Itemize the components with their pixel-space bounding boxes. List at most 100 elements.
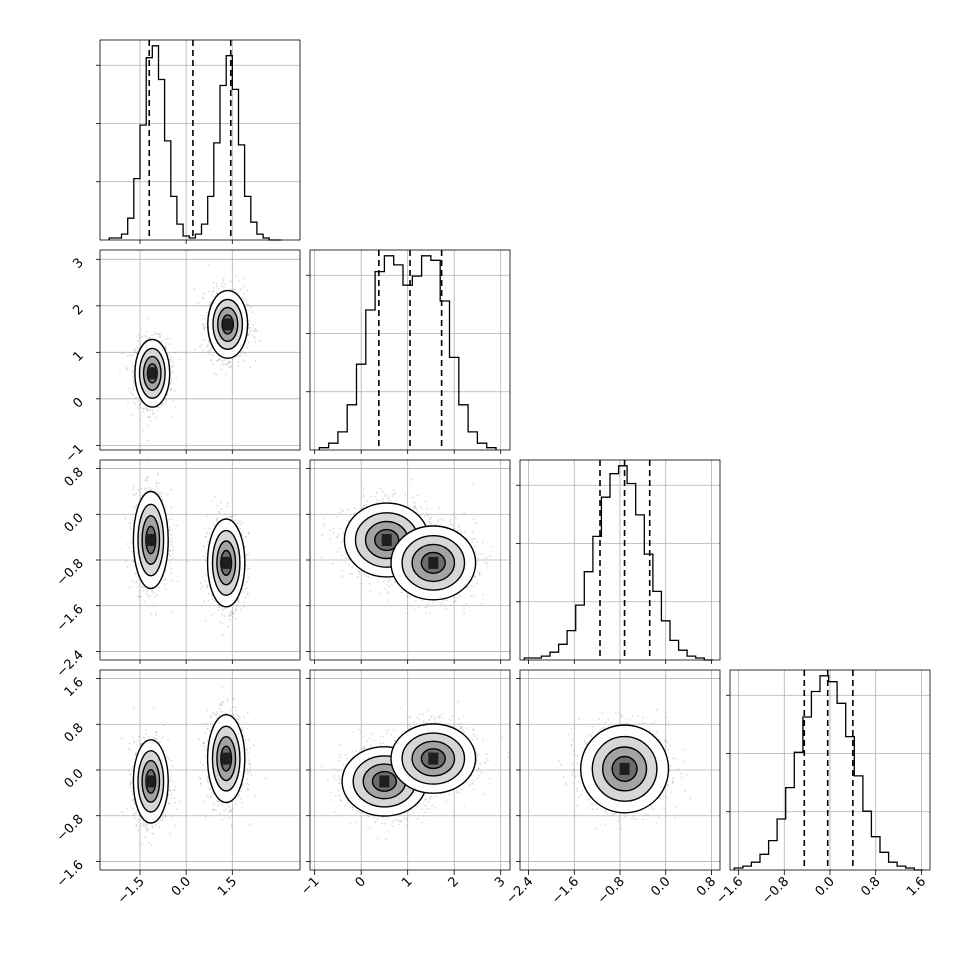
scatter-point <box>142 407 145 410</box>
scatter-point <box>132 519 135 522</box>
scatter-point <box>129 525 132 528</box>
scatter-point <box>142 429 145 431</box>
scatter-point <box>228 615 230 618</box>
scatter-point <box>205 535 207 538</box>
scatter-point <box>143 586 146 589</box>
scatter-point <box>242 297 245 300</box>
scatter-point <box>165 342 168 345</box>
scatter-point <box>137 348 140 350</box>
scatter-point <box>365 575 368 578</box>
scatter-point <box>156 482 159 485</box>
panel-content <box>119 263 262 442</box>
scatter-point <box>153 453 155 455</box>
scatter-point <box>186 561 189 563</box>
scatter-point <box>208 341 211 344</box>
scatter-point <box>205 532 208 535</box>
scatter-point <box>201 322 204 325</box>
scatter-point <box>247 303 250 306</box>
scatter-point <box>136 585 139 588</box>
scatter-point <box>234 609 236 612</box>
scatter-point <box>203 545 205 548</box>
scatter-point <box>340 508 343 511</box>
scatter-point <box>125 365 128 368</box>
scatter-point <box>132 494 135 496</box>
scatter-point <box>204 620 207 622</box>
scatter-point <box>203 580 206 583</box>
scatter-point <box>211 293 213 296</box>
scatter-point <box>332 527 335 530</box>
scatter-point <box>369 590 372 592</box>
scatter-point <box>228 360 231 363</box>
scatter-point <box>208 527 211 530</box>
scatter-point <box>246 580 248 583</box>
scatter-point <box>151 589 154 592</box>
histogram-step <box>318 255 497 450</box>
scatter-point <box>209 301 212 304</box>
scatter-point <box>232 515 234 517</box>
scatter-point <box>149 409 152 411</box>
scatter-point <box>156 594 158 596</box>
scatter-point <box>232 612 235 614</box>
scatter-point <box>199 345 202 348</box>
histogram-step <box>108 45 282 241</box>
scatter-point <box>340 541 343 544</box>
scatter-point <box>247 568 249 570</box>
scatter-point <box>155 614 158 616</box>
scatter-point <box>252 324 255 326</box>
scatter-point <box>220 508 223 511</box>
scatter-point <box>253 337 256 340</box>
scatter-point <box>362 487 365 490</box>
scatter-point <box>135 572 138 574</box>
scatter-point <box>202 545 205 548</box>
scatter-point <box>387 497 390 500</box>
scatter-point <box>149 489 152 491</box>
scatter-point <box>161 492 164 495</box>
scatter-point <box>209 302 212 304</box>
scatter-point <box>145 478 148 480</box>
scatter-point <box>170 567 173 570</box>
scatter-point <box>377 581 380 584</box>
scatter-point <box>205 573 207 576</box>
scatter-point <box>224 607 227 610</box>
scatter-point <box>145 592 148 595</box>
scatter-point <box>165 399 168 401</box>
scatter-point <box>222 609 224 612</box>
scatter-point <box>132 382 135 385</box>
scatter-point <box>205 531 208 534</box>
scatter-point <box>170 415 173 417</box>
scatter-point <box>131 414 134 417</box>
scatter-point <box>213 600 216 603</box>
scatter-point <box>141 336 144 338</box>
scatter-point <box>210 347 213 350</box>
scatter-point <box>163 578 166 581</box>
scatter-point <box>241 533 243 536</box>
scatter-point <box>245 535 248 538</box>
scatter-point <box>152 412 154 415</box>
scatter-point <box>136 351 139 353</box>
scatter-point <box>140 595 142 598</box>
scatter-point <box>211 499 214 502</box>
scatter-point <box>170 543 173 546</box>
scatter-point <box>337 533 340 536</box>
scatter-point <box>153 333 156 336</box>
scatter-point <box>231 513 234 516</box>
scatter-point <box>169 529 172 532</box>
scatter-point <box>121 353 124 355</box>
scatter-point <box>206 584 209 586</box>
scatter-point <box>240 352 243 355</box>
scatter-point <box>174 405 177 408</box>
scatter-point <box>207 351 209 353</box>
scatter-point <box>231 289 234 291</box>
scatter-point <box>165 569 167 572</box>
scatter-point <box>225 363 228 366</box>
density-peak <box>147 367 158 380</box>
scatter-point <box>215 283 218 285</box>
scatter-point <box>132 365 135 367</box>
scatter-point <box>364 503 367 506</box>
scatter-point <box>244 587 247 590</box>
scatter-point <box>138 595 141 598</box>
scatter-point <box>243 601 246 603</box>
scatter-point <box>204 527 207 529</box>
scatter-point <box>351 566 354 569</box>
scatter-point <box>249 326 251 329</box>
